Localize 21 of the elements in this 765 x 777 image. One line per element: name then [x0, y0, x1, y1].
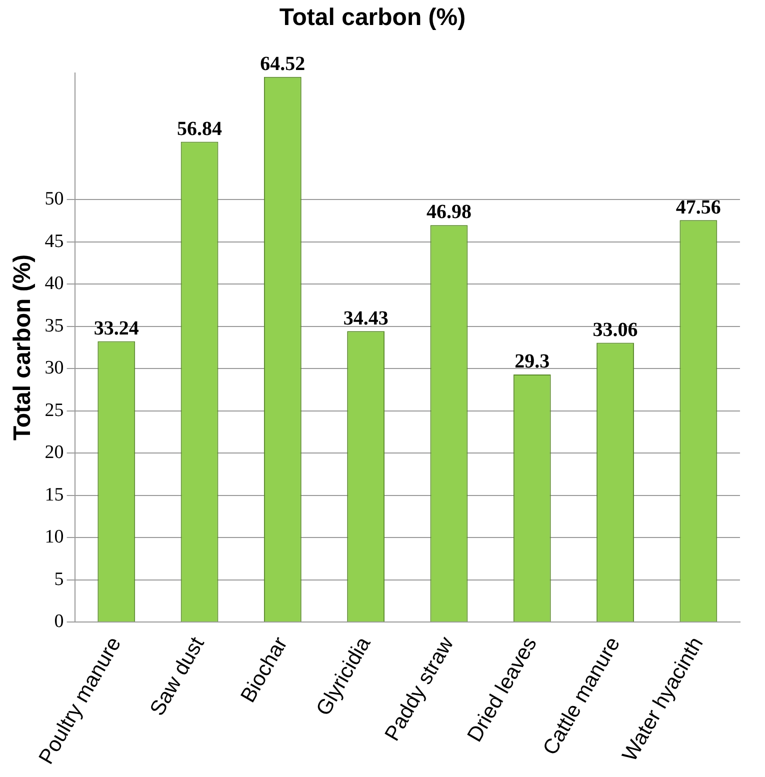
data-label: 47.56 [676, 196, 721, 218]
data-label: 33.24 [94, 317, 139, 340]
data-label: 33.06 [592, 318, 638, 341]
data-label: 64.52 [260, 53, 306, 76]
y-tick-label: 30 [44, 358, 64, 379]
y-tick-label: 5 [54, 568, 64, 590]
y-tick-label: 10 [44, 526, 64, 548]
data-label: 29.3 [514, 350, 550, 373]
y-tick-label: 40 [44, 273, 64, 294]
y-tick-label: 35 [44, 315, 64, 336]
y-axis-title: Total carbon (%) [9, 254, 36, 441]
y-tick-label: 50 [44, 188, 64, 210]
y-tick-label: 0 [54, 611, 64, 632]
data-label: 56.84 [177, 118, 222, 140]
y-tick-label: 15 [44, 484, 64, 506]
y-tick-label: 20 [44, 442, 64, 464]
y-tick-label: 45 [44, 230, 64, 252]
data-label: 46.98 [426, 201, 472, 224]
y-tick-label: 25 [44, 400, 64, 421]
chart-title: Total carbon (%) [279, 4, 466, 32]
data-label: 34.43 [343, 307, 388, 330]
